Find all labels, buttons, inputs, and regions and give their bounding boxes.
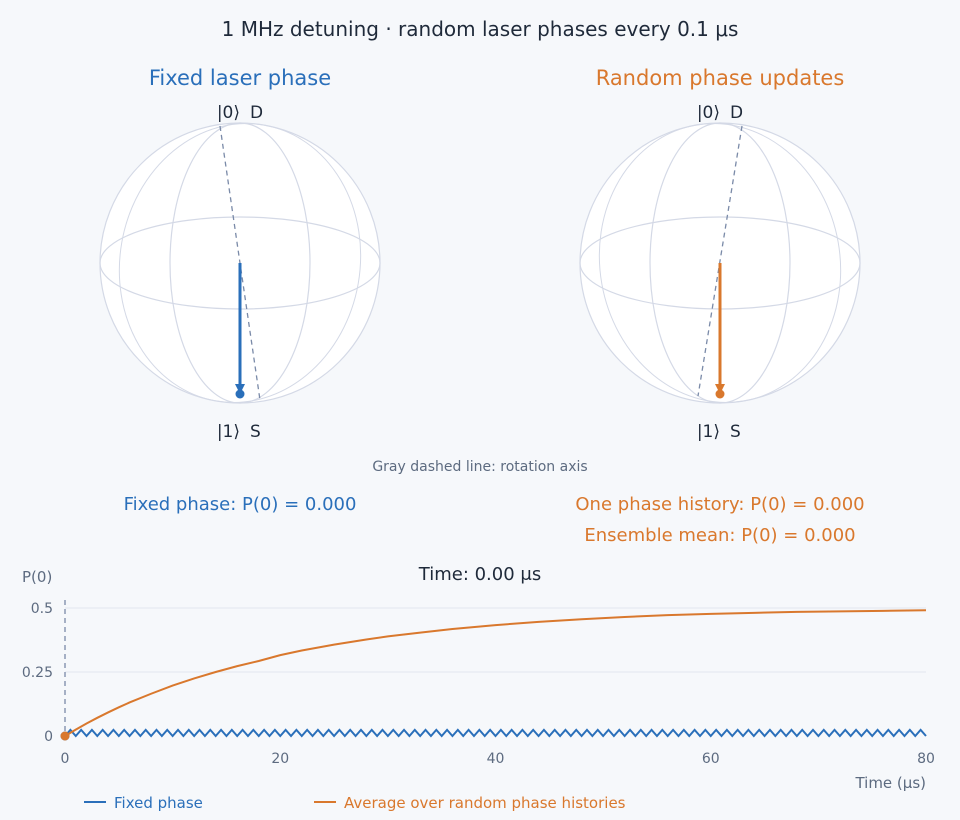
readout-one-history: One phase history: P(0) = 0.000: [575, 494, 864, 515]
series-line-ensemble-average: [64, 609, 927, 737]
top-label-fixed: D: [250, 103, 263, 123]
y-axis-title: P(0): [22, 568, 52, 586]
bottom-label-random: S: [730, 422, 741, 442]
figure-title: 1 MHz detuning · random laser phases eve…: [222, 17, 739, 41]
probability-chart: Time: 0.00 μs P(0) Time (μs) 0 0.25 0.5 0 20…: [22, 564, 935, 812]
y-tick-label: 0.5: [31, 601, 53, 617]
ensemble-current-point: [60, 731, 70, 741]
rotation-axis-random: [697, 125, 743, 397]
y-tick-label: 0.25: [22, 665, 53, 681]
top-ket-fixed: |0⟩: [217, 103, 240, 123]
rotation-axis-note: Gray dashed line: rotation axis: [372, 459, 587, 475]
sphere-meridian-b-fixed: [118, 123, 362, 403]
x-tick-label: 40: [487, 751, 505, 767]
chart-series: [60, 600, 927, 741]
x-tick-label: 0: [61, 751, 70, 767]
readout-ensemble: Ensemble mean: P(0) = 0.000: [584, 525, 855, 546]
x-tick-label: 60: [702, 751, 720, 767]
bloch-sphere-random: Random phase updates |0⟩ D |1⟩ S: [579, 66, 861, 442]
state-point-random: [715, 389, 725, 399]
bottom-label-fixed: S: [250, 422, 261, 442]
x-axis-title: Time (μs): [854, 774, 926, 792]
series-line-fixed-phase: [64, 728, 927, 738]
sphere-meridian-a-fixed: [169, 122, 311, 404]
state-vector-arrowhead-random: [715, 384, 725, 394]
chart-time-title: Time: 0.00 μs: [418, 564, 541, 585]
state-point-fixed: [235, 389, 245, 399]
legend-label: Fixed phase: [114, 794, 203, 812]
legend-label: Average over random phase histories: [344, 794, 626, 812]
top-label-random: D: [730, 103, 743, 123]
chart-grid: [65, 607, 926, 673]
sphere-title-fixed: Fixed laser phase: [149, 66, 331, 90]
y-tick-label: 0: [44, 729, 53, 745]
state-vector-arrowhead-fixed: [235, 384, 245, 394]
x-tick-label: 20: [271, 751, 289, 767]
chart-ticks: 0 0.25 0.5 0 20 40 60 80: [22, 601, 935, 767]
sphere-meridian-b-random: [598, 123, 842, 403]
sphere-title-random: Random phase updates: [596, 66, 845, 90]
bottom-ket-fixed: |1⟩: [217, 422, 240, 442]
top-ket-random: |0⟩: [697, 103, 720, 123]
chart-legend: Fixed phase Average over random phase his…: [84, 794, 626, 812]
bloch-sphere-fixed: Fixed laser phase |0⟩ D |1⟩ S: [99, 66, 381, 442]
sphere-meridian-a-random: [649, 122, 791, 404]
bottom-ket-random: |1⟩: [697, 422, 720, 442]
readout-fixed: Fixed phase: P(0) = 0.000: [124, 494, 357, 515]
x-tick-label: 80: [917, 751, 935, 767]
